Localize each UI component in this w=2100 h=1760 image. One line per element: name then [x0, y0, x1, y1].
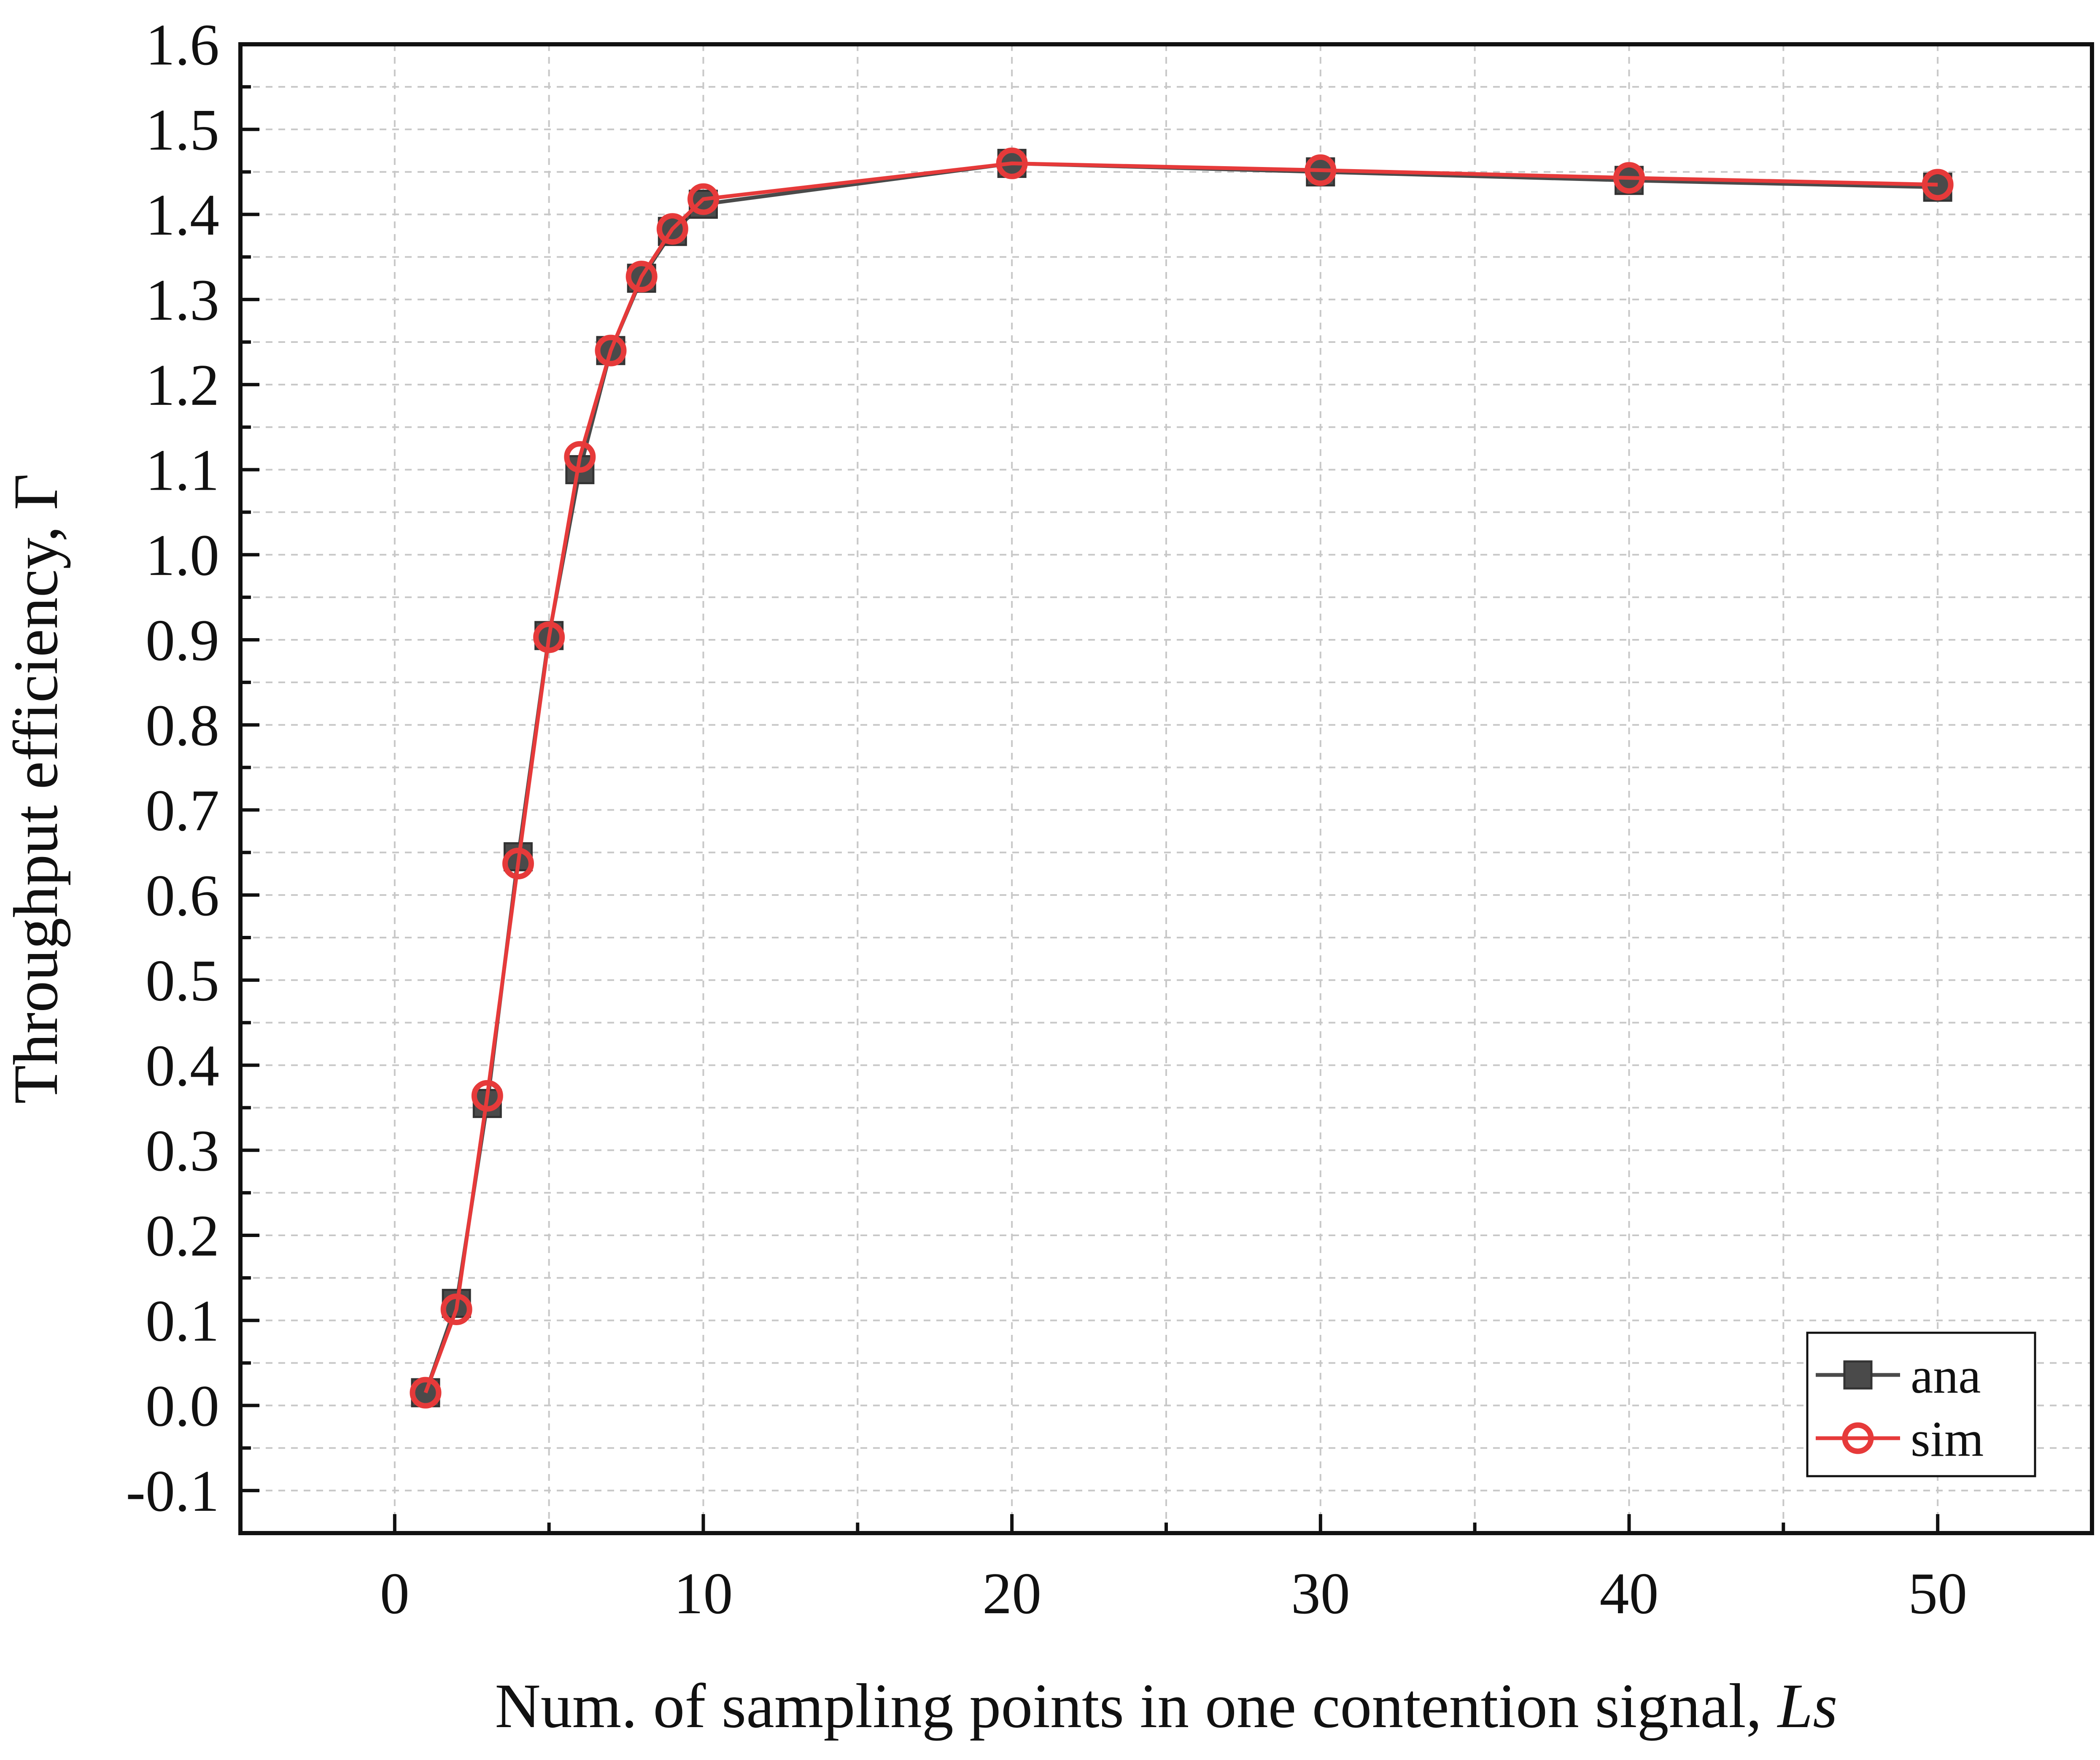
y-tick-label: 0.6	[146, 863, 219, 928]
y-tick-label: 1.3	[146, 267, 219, 333]
ticks	[240, 43, 1940, 1533]
data-point-sim	[533, 621, 565, 653]
y-tick-label: 0.0	[146, 1373, 219, 1439]
series-layer	[410, 147, 1954, 1409]
y-tick-label: 0.8	[146, 693, 219, 758]
series-line-sim	[423, 161, 1938, 1393]
series-sim	[410, 147, 1954, 1409]
data-point-sim	[1922, 169, 1954, 201]
legend: ana sim	[1806, 1331, 2036, 1477]
x-tick-label: 40	[1600, 1561, 1659, 1626]
x-tick-label: 30	[1291, 1561, 1350, 1626]
data-point-sim	[440, 1293, 472, 1325]
x-axis-title: Num. of sampling points in one contentio…	[495, 1671, 1837, 1741]
y-tick-label: 0.1	[146, 1288, 219, 1354]
x-tick-label: 10	[674, 1561, 733, 1626]
y-tick-label: 1.1	[146, 438, 219, 503]
data-point-sim	[1305, 154, 1337, 186]
data-point-sim	[1613, 162, 1645, 194]
y-tick-label: 1.5	[146, 97, 219, 163]
legend-box	[1806, 1331, 2036, 1477]
legend-item-ana: ana	[1816, 1348, 1981, 1404]
tick-labels: 0 10 20 30 40 50 -0.1 0.0 0.1 0.2 0.3 0.4 0.5 0.6 0.7 0…	[126, 12, 1967, 1626]
data-point-sim	[595, 334, 627, 367]
legend-marker-sim	[1842, 1422, 1874, 1454]
legend-label-sim: sim	[1911, 1411, 1984, 1467]
y-tick-label: -0.1	[126, 1458, 219, 1524]
data-point-sim	[502, 848, 534, 880]
legend-label-ana: ana	[1911, 1348, 1981, 1404]
y-tick-label: 0.3	[146, 1118, 219, 1183]
legend-item-sim: sim	[1816, 1411, 1984, 1467]
y-tick-label: 1.0	[146, 523, 219, 588]
data-point-sim	[687, 183, 719, 215]
data-point-sim	[656, 213, 688, 245]
x-tick-label: 50	[1908, 1561, 1967, 1626]
y-tick-label: 1.4	[146, 182, 219, 248]
x-tick-label: 20	[982, 1561, 1041, 1626]
y-tick-label: 1.6	[146, 12, 219, 78]
y-tick-label: 0.9	[146, 608, 219, 673]
y-tick-label: 0.4	[146, 1033, 219, 1099]
data-point-sim	[996, 147, 1028, 179]
y-tick-label: 0.5	[146, 948, 219, 1013]
data-point-sim	[471, 1080, 503, 1112]
y-tick-label: 0.7	[146, 778, 219, 843]
y-tick-label: 1.2	[146, 353, 219, 418]
y-tick-label: 0.2	[146, 1203, 219, 1269]
data-point-sim	[625, 261, 658, 293]
x-tick-label: 0	[380, 1561, 410, 1626]
grid	[240, 44, 2092, 1533]
legend-marker-ana	[1843, 1360, 1873, 1390]
data-point-sim	[410, 1377, 442, 1409]
y-axis-title: Throughput efficiency, Γ	[1, 474, 71, 1104]
data-point-sim	[564, 441, 596, 473]
